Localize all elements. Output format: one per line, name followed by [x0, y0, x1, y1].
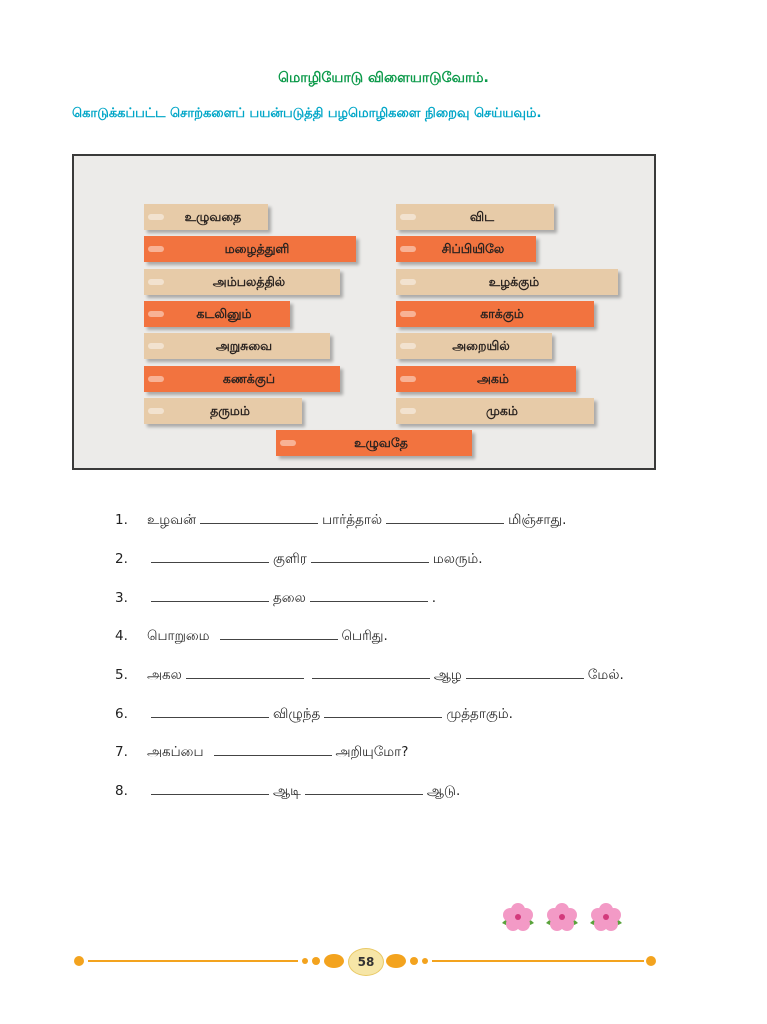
exercise-item: 8. ஆடி ஆடு. [115, 782, 461, 799]
answer-blank[interactable] [386, 511, 505, 524]
page-title: மொழியோடு விளையாடுவோம். [278, 70, 489, 86]
answer-blank[interactable] [304, 782, 423, 795]
word-tag[interactable]: தருமம் [144, 398, 302, 424]
word-tag[interactable]: அகம் [396, 366, 576, 392]
exercise-item: 4. பொறுமை பெரிது. [115, 627, 388, 644]
footer-dot [422, 958, 428, 964]
word-tag[interactable]: முகம் [396, 398, 594, 424]
tag-hole-icon [400, 311, 416, 317]
tag-hole-icon [280, 440, 296, 446]
answer-blank[interactable] [465, 666, 584, 679]
tag-hole-icon [400, 376, 416, 382]
exercise-item: 2. குளிர மலரும். [115, 550, 483, 567]
word-tags-panel: உழுவதை மழைத்துளி அம்பலத்தில் கடலினும் அற… [72, 154, 656, 470]
tag-hole-icon [400, 214, 416, 220]
answer-blank[interactable] [219, 627, 338, 640]
word-tag[interactable]: அறையில் [396, 333, 552, 359]
word-tag[interactable]: விட [396, 204, 554, 230]
footer-dot [74, 956, 84, 966]
exercise-item: 6. விழுந்த முத்தாகும். [115, 705, 513, 722]
exercise-item: 1. உழவன் பார்த்தால் மிஞ்சாது. [115, 511, 567, 528]
tag-hole-icon [400, 408, 416, 414]
word-tag[interactable]: உழுவதை [144, 204, 268, 230]
word-tag[interactable]: கணக்குப் [144, 366, 340, 392]
footer-dot [386, 954, 406, 968]
tag-hole-icon [400, 279, 416, 285]
word-tag[interactable]: அறுசுவை [144, 333, 330, 359]
tag-hole-icon [148, 246, 164, 252]
word-tag[interactable]: உழுவதே [276, 430, 472, 456]
word-tag[interactable]: கடலினும் [144, 301, 290, 327]
word-tag[interactable]: உழக்கும் [396, 269, 618, 295]
word-tag[interactable]: மழைத்துளி [144, 236, 356, 262]
answer-blank[interactable] [311, 666, 430, 679]
answer-blank[interactable] [151, 550, 269, 563]
word-tag[interactable]: காக்கும் [396, 301, 594, 327]
answer-blank[interactable] [151, 589, 269, 602]
answer-blank[interactable] [185, 666, 304, 679]
footer-line-right [432, 960, 644, 962]
tag-hole-icon [148, 279, 164, 285]
exercise-item: 7. அகப்பை அறியுமோ? [115, 743, 409, 760]
tag-hole-icon [400, 246, 416, 252]
answer-blank[interactable] [309, 589, 428, 602]
tag-hole-icon [148, 311, 164, 317]
page-number: 58 [348, 948, 384, 976]
hibiscus-flower-icon [502, 903, 622, 931]
tag-hole-icon [148, 376, 164, 382]
footer-dot [324, 954, 344, 968]
footer-dot [410, 957, 418, 965]
answer-blank[interactable] [151, 705, 269, 718]
footer-line-left [88, 960, 298, 962]
tag-hole-icon [148, 343, 164, 349]
tag-hole-icon [148, 214, 164, 220]
footer-dot [302, 958, 308, 964]
answer-blank[interactable] [151, 782, 269, 795]
tag-hole-icon [400, 343, 416, 349]
word-tag[interactable]: அம்பலத்தில் [144, 269, 340, 295]
answer-blank[interactable] [200, 511, 319, 524]
instruction-text: கொடுக்கப்பட்ட சொற்களைப் பயன்படுத்தி பழமொ… [72, 106, 542, 121]
answer-blank[interactable] [310, 550, 429, 563]
tag-hole-icon [148, 408, 164, 414]
word-tag[interactable]: சிப்பியிலே [396, 236, 536, 262]
answer-blank[interactable] [324, 705, 443, 718]
answer-blank[interactable] [213, 743, 332, 756]
footer-dot [312, 957, 320, 965]
exercise-item: 5. அகல ஆழ மேல். [115, 666, 624, 683]
footer-dot [646, 956, 656, 966]
exercise-item: 3. தலை. [115, 589, 437, 606]
